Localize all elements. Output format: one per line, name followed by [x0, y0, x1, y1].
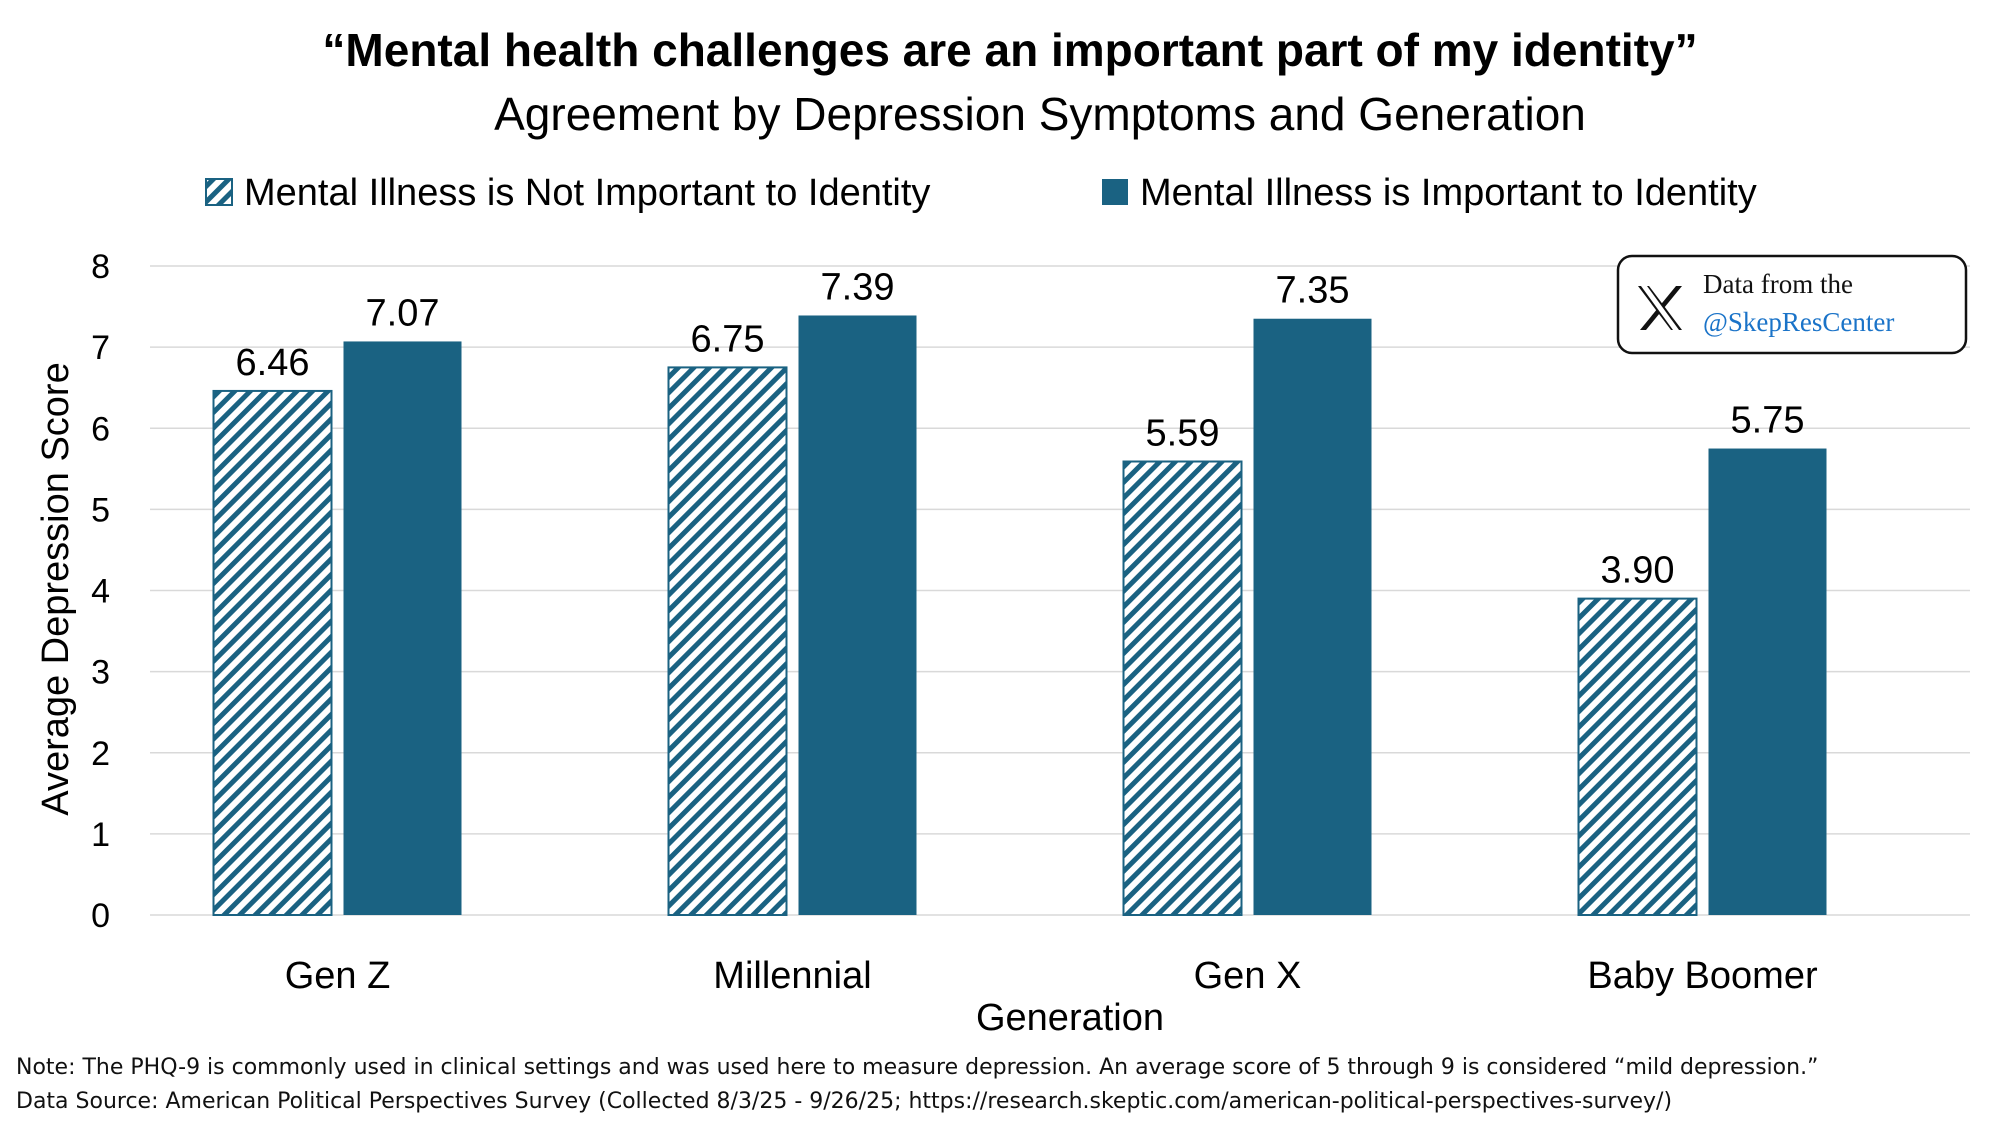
y-tick-label: 8	[91, 248, 110, 286]
data-label: 7.39	[821, 266, 895, 308]
bar-not-important	[1577, 597, 1698, 916]
data-label: 5.59	[1146, 413, 1220, 455]
x-category-label: Millennial	[713, 955, 871, 997]
bar-not-important	[1122, 460, 1243, 916]
x-category-label: Gen X	[1194, 955, 1302, 997]
data-source-badge: Data from the @SkepResCenter	[1616, 254, 1968, 355]
y-tick-label: 1	[91, 816, 110, 854]
bar-not-important	[212, 389, 333, 916]
legend-label-not-important: Mental Illness is Not Important to Ident…	[244, 172, 930, 214]
chart-subtitle: Agreement by Depression Symptoms and Gen…	[494, 88, 1586, 140]
x-axis-title: Generation	[976, 997, 1164, 1039]
y-tick-label: 5	[91, 491, 110, 529]
y-axis-title: Average Depression Score	[35, 362, 77, 815]
x-category-label: Baby Boomer	[1587, 955, 1818, 997]
data-label: 6.46	[236, 342, 310, 384]
bar-important	[798, 315, 917, 916]
data-label: 7.07	[366, 292, 440, 334]
legend-swatch-not-important	[205, 178, 233, 206]
x-category-label: Gen Z	[285, 955, 391, 997]
y-tick-label: 4	[91, 573, 110, 611]
data-label: 7.35	[1276, 270, 1350, 312]
y-tick-label: 7	[91, 329, 110, 367]
data-label: 5.75	[1731, 400, 1805, 442]
footnote-note: Note: The PHQ-9 is commonly used in clin…	[16, 1055, 1818, 1080]
bar-important	[1253, 318, 1372, 915]
x-logo-icon	[1638, 286, 1682, 330]
chart-title: “Mental health challenges are an importa…	[322, 24, 1697, 76]
data-label: 3.90	[1601, 550, 1675, 592]
data-labels: 6.46 7.07 6.75 7.39 5.59 7.35 3.90 5.75	[236, 266, 1805, 591]
y-axis-ticks: 0 1 2 3 4 5 6 7 8	[91, 248, 110, 935]
badge-line1: Data from the	[1703, 269, 1853, 299]
legend: Mental Illness is Not Important to Ident…	[205, 172, 1757, 214]
bars	[212, 315, 1827, 916]
y-tick-label: 2	[91, 735, 110, 773]
footnote-source: Data Source: American Political Perspect…	[16, 1089, 1672, 1114]
bar-not-important	[667, 366, 788, 916]
y-tick-label: 0	[91, 897, 110, 935]
y-tick-label: 3	[91, 654, 110, 692]
legend-swatch-important	[1102, 179, 1128, 205]
legend-label-important: Mental Illness is Important to Identity	[1140, 172, 1757, 214]
badge-line2: @SkepResCenter	[1703, 307, 1894, 337]
y-tick-label: 6	[91, 410, 110, 448]
x-axis-categories: Gen Z Millennial Gen X Baby Boomer	[285, 955, 1818, 997]
bar-important	[1708, 448, 1827, 915]
data-label: 6.75	[691, 318, 765, 360]
bar-important	[343, 341, 462, 915]
badge-box	[1616, 254, 1968, 355]
